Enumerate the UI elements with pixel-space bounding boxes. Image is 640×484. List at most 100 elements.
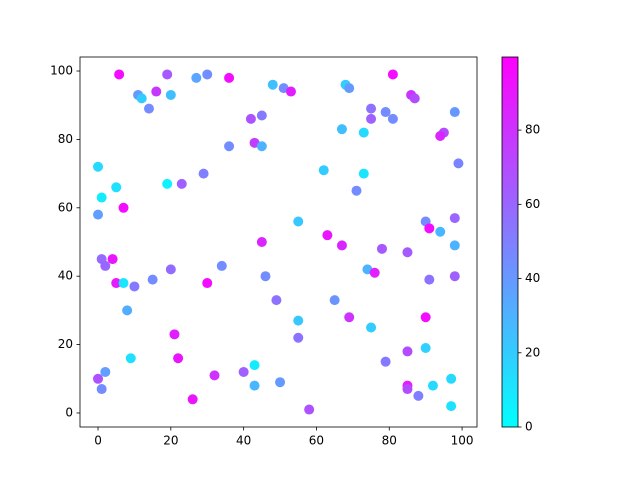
point: [260, 271, 271, 282]
point: [387, 69, 398, 80]
y-tick-label: 80: [58, 132, 73, 146]
point: [366, 113, 377, 124]
point: [402, 384, 413, 395]
point: [369, 267, 380, 278]
point: [107, 254, 118, 265]
colorbar-tick-label: 40: [525, 271, 540, 285]
point: [93, 209, 104, 220]
point: [449, 271, 460, 282]
y-tick-label: 60: [58, 200, 73, 214]
point: [293, 315, 304, 326]
point: [122, 305, 133, 316]
point: [162, 69, 173, 80]
plot-frame: [79, 56, 478, 428]
point: [202, 69, 213, 80]
point: [285, 86, 296, 97]
point: [118, 278, 129, 289]
point: [114, 69, 125, 80]
point: [267, 79, 278, 90]
point: [449, 240, 460, 251]
point: [344, 312, 355, 323]
point: [453, 158, 464, 169]
point: [318, 165, 329, 176]
point: [151, 86, 162, 97]
point: [93, 161, 104, 172]
point: [176, 178, 187, 189]
point: [173, 353, 184, 364]
point: [435, 226, 446, 237]
point: [187, 394, 198, 405]
point: [249, 360, 260, 371]
point: [322, 230, 333, 241]
point: [446, 401, 457, 412]
point: [420, 312, 431, 323]
x-tick-label: 0: [94, 434, 102, 448]
point: [351, 185, 362, 196]
point: [344, 83, 355, 94]
point: [191, 72, 202, 83]
point: [449, 107, 460, 118]
point: [224, 72, 235, 83]
point: [96, 192, 107, 203]
point: [143, 103, 154, 114]
point: [376, 243, 387, 254]
point: [358, 127, 369, 138]
point: [100, 260, 111, 271]
point: [271, 295, 282, 306]
point: [93, 373, 104, 384]
point: [420, 343, 431, 354]
y-tick-label: 0: [65, 405, 73, 419]
point: [256, 110, 267, 121]
point: [202, 278, 213, 289]
point: [129, 281, 140, 292]
x-tick-label: 80: [382, 434, 397, 448]
point: [336, 240, 347, 251]
point: [245, 113, 256, 124]
x-tick-label: 20: [163, 434, 178, 448]
point: [366, 103, 377, 114]
point: [147, 274, 158, 285]
colorbar: [501, 56, 519, 428]
point: [162, 178, 173, 189]
point: [165, 264, 176, 275]
point: [238, 366, 249, 377]
point: [275, 377, 286, 388]
point: [329, 295, 340, 306]
colorbar-tick-label: 20: [525, 345, 540, 359]
x-tick-label: 60: [309, 434, 324, 448]
point: [169, 329, 180, 340]
point: [304, 404, 315, 415]
point: [165, 89, 176, 100]
point: [216, 260, 227, 271]
colorbar-tick-label: 60: [525, 197, 540, 211]
point: [111, 278, 122, 289]
point: [209, 370, 220, 381]
y-tick-label: 20: [58, 337, 73, 351]
point: [424, 223, 435, 234]
point: [96, 384, 107, 395]
point: [449, 213, 460, 224]
colorbar-tick-label: 0: [525, 420, 533, 434]
point: [435, 130, 446, 141]
point: [256, 141, 267, 152]
point: [256, 237, 267, 247]
point: [336, 124, 347, 135]
point: [409, 93, 420, 104]
x-tick-label: 40: [236, 434, 251, 448]
point: [380, 107, 391, 118]
y-tick-label: 100: [50, 64, 73, 78]
point: [413, 390, 424, 401]
point: [366, 322, 377, 333]
point: [446, 373, 457, 384]
point: [380, 356, 391, 367]
point: [125, 353, 136, 364]
y-tick-label: 40: [58, 269, 73, 283]
point: [224, 141, 235, 152]
point: [249, 380, 260, 391]
point: [358, 168, 369, 179]
point: [100, 366, 111, 377]
colorbar-tick-label: 80: [525, 123, 540, 137]
point: [427, 380, 438, 391]
